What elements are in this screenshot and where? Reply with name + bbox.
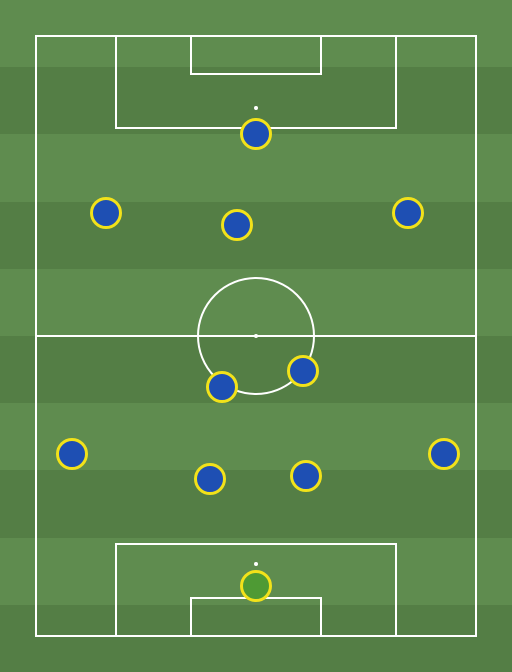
player-centre-back-r	[290, 460, 322, 492]
player-def-mid-l	[206, 371, 238, 403]
player-def-mid-r	[287, 355, 319, 387]
player-att-mid-left	[90, 197, 122, 229]
football-pitch	[0, 0, 512, 672]
player-att-mid-centre	[221, 209, 253, 241]
player-right-back	[428, 438, 460, 470]
player-goalkeeper	[240, 570, 272, 602]
player-centre-back-l	[194, 463, 226, 495]
player-striker	[240, 118, 272, 150]
player-att-mid-right	[392, 197, 424, 229]
player-left-back	[56, 438, 88, 470]
